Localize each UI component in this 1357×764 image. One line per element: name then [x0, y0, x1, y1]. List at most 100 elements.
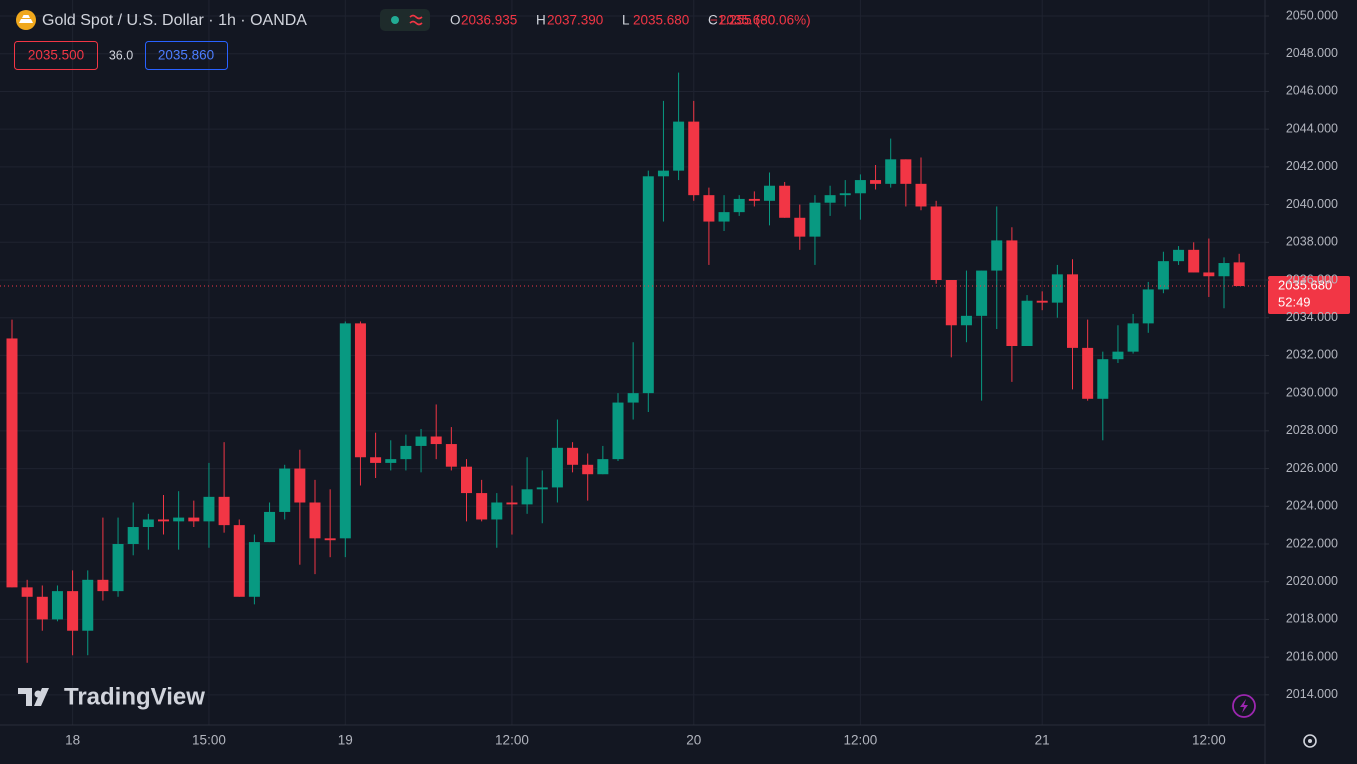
symbol-title: Gold Spot / U.S. Dollar · 1h · OANDA — [42, 12, 307, 29]
y-tick-label: 2050.000 — [1286, 8, 1338, 22]
spread: 36.0 — [109, 48, 133, 62]
y-tick-label: 2038.000 — [1286, 235, 1338, 249]
candle-body — [900, 159, 912, 184]
candle-body — [976, 270, 988, 316]
watermark: TradingView — [64, 683, 205, 710]
candle-body — [36, 596, 48, 620]
x-tick-label: 21 — [1035, 733, 1050, 748]
candle-body — [476, 493, 488, 520]
candle-body — [445, 444, 457, 467]
ohlc-key: O — [450, 13, 461, 28]
y-tick-label: 2040.000 — [1286, 197, 1338, 211]
candle-body — [1112, 351, 1124, 360]
candle-body — [142, 519, 154, 528]
settings-button[interactable] — [1303, 734, 1317, 748]
indicator-pill[interactable] — [380, 9, 430, 31]
y-tick-label: 2024.000 — [1286, 499, 1338, 513]
y-tick-label: 2016.000 — [1286, 649, 1338, 663]
x-tick-label: 12:00 — [495, 733, 529, 748]
ohlc-value: 2035.680 — [719, 13, 775, 28]
candle-body — [51, 591, 63, 620]
candle-body — [264, 511, 276, 543]
x-tick-label: 18 — [65, 733, 80, 748]
candle-body — [703, 195, 715, 222]
candle-body — [294, 468, 306, 503]
candle-body — [1097, 359, 1109, 399]
candle-body — [461, 466, 472, 494]
alert-icon — [1240, 699, 1248, 713]
candle-body — [203, 496, 215, 522]
y-tick-label: 2042.000 — [1286, 159, 1338, 173]
candle-body — [673, 121, 685, 171]
settings-icon — [1308, 739, 1312, 743]
candle-body — [870, 180, 882, 184]
candle-body — [112, 543, 124, 592]
buy-price[interactable]: 2035.860 — [158, 48, 214, 63]
y-tick-label: 2048.000 — [1286, 46, 1338, 60]
candle-body — [67, 591, 79, 631]
candle-body — [1051, 274, 1063, 303]
candle-body — [582, 464, 594, 475]
x-tick-label: 20 — [686, 733, 701, 748]
y-tick-label: 2020.000 — [1286, 574, 1338, 588]
candle-body — [339, 323, 351, 539]
candle-body — [324, 538, 336, 541]
x-tick-label: 12:00 — [844, 733, 878, 748]
ohlc-key: L — [622, 13, 630, 28]
candle-body — [188, 517, 200, 522]
buy-button[interactable] — [145, 41, 228, 70]
candle-body — [173, 517, 185, 522]
candle-body — [491, 502, 503, 520]
change: −1.255 (−0.06%) — [710, 13, 811, 28]
candle-body — [930, 206, 942, 281]
last-price-tag — [1268, 276, 1350, 315]
y-tick-label: 2030.000 — [1286, 385, 1338, 399]
candle-body — [945, 280, 957, 326]
candle-body — [158, 519, 169, 522]
ohlc-key: H — [536, 13, 546, 28]
y-tick-label: 2044.000 — [1286, 121, 1338, 135]
last-price-label: 2035.680 — [1278, 277, 1332, 292]
candle-body — [536, 487, 548, 490]
candle-body — [991, 240, 1003, 271]
candle-body — [6, 338, 18, 588]
candle-body — [370, 457, 382, 463]
market-open-dot — [391, 16, 399, 24]
sell-button[interactable] — [14, 41, 98, 70]
candle-body — [597, 459, 609, 475]
candle-body — [1218, 263, 1230, 277]
candle-body — [1127, 323, 1139, 352]
candle-body — [627, 393, 639, 403]
candle-body — [824, 195, 836, 203]
alert-button[interactable] — [1232, 694, 1256, 718]
candle-body — [415, 436, 427, 446]
candle-body — [688, 121, 700, 196]
candle-body — [248, 542, 260, 597]
candle-body — [233, 525, 245, 597]
x-tick-label: 12:00 — [1192, 733, 1226, 748]
candle-body — [642, 176, 654, 394]
logo-dot — [34, 690, 42, 698]
countdown: 52:49 — [1278, 294, 1311, 309]
y-tick-label: 2036.000 — [1286, 272, 1338, 286]
candle-body — [809, 202, 821, 237]
candle-body — [1188, 249, 1200, 273]
indicator-icon — [409, 14, 423, 26]
candle-body — [521, 489, 533, 505]
candle-body — [1006, 240, 1018, 347]
candle-body — [82, 579, 94, 631]
candle-body — [657, 170, 669, 177]
candle-body — [506, 502, 518, 505]
candle-body — [21, 587, 33, 597]
candle-body — [567, 447, 579, 465]
candle-body — [1036, 300, 1048, 303]
y-tick-label: 2014.000 — [1286, 687, 1338, 701]
candle-body — [612, 402, 624, 460]
candle-body — [218, 496, 230, 526]
sell-price[interactable]: 2035.500 — [28, 48, 84, 63]
candle-body — [1021, 300, 1033, 347]
candle-body — [794, 217, 806, 237]
candle-body — [960, 315, 972, 326]
candle-body — [854, 180, 866, 194]
